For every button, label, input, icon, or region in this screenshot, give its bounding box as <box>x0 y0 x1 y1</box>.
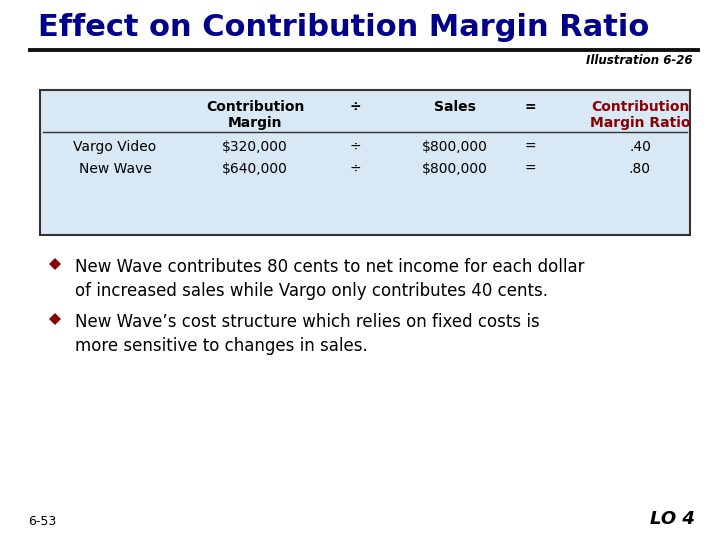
Text: $640,000: $640,000 <box>222 162 288 176</box>
Text: ÷: ÷ <box>349 100 361 114</box>
Text: 6-53: 6-53 <box>28 515 56 528</box>
Text: .40: .40 <box>629 140 651 154</box>
Text: .80: .80 <box>629 162 651 176</box>
Text: New Wave: New Wave <box>78 162 151 176</box>
Text: =: = <box>524 162 536 176</box>
Text: Contribution
Margin Ratio: Contribution Margin Ratio <box>590 100 690 130</box>
Text: Vargo Video: Vargo Video <box>73 140 157 154</box>
Text: ÷: ÷ <box>349 140 361 154</box>
FancyBboxPatch shape <box>40 90 690 235</box>
Text: Illustration 6-26: Illustration 6-26 <box>585 54 692 67</box>
Text: ÷: ÷ <box>349 162 361 176</box>
Text: LO 4: LO 4 <box>650 510 695 528</box>
Text: New Wave contributes 80 cents to net income for each dollar
of increased sales w: New Wave contributes 80 cents to net inc… <box>75 258 585 300</box>
Text: New Wave’s cost structure which relies on fixed costs is
more sensitive to chang: New Wave’s cost structure which relies o… <box>75 313 540 355</box>
Text: $800,000: $800,000 <box>422 140 488 154</box>
Text: Sales: Sales <box>434 100 476 114</box>
Text: $320,000: $320,000 <box>222 140 288 154</box>
Text: Effect on Contribution Margin Ratio: Effect on Contribution Margin Ratio <box>38 13 649 42</box>
Text: $800,000: $800,000 <box>422 162 488 176</box>
Text: =: = <box>524 140 536 154</box>
Text: =: = <box>524 100 536 114</box>
Text: Contribution
Margin: Contribution Margin <box>206 100 304 130</box>
